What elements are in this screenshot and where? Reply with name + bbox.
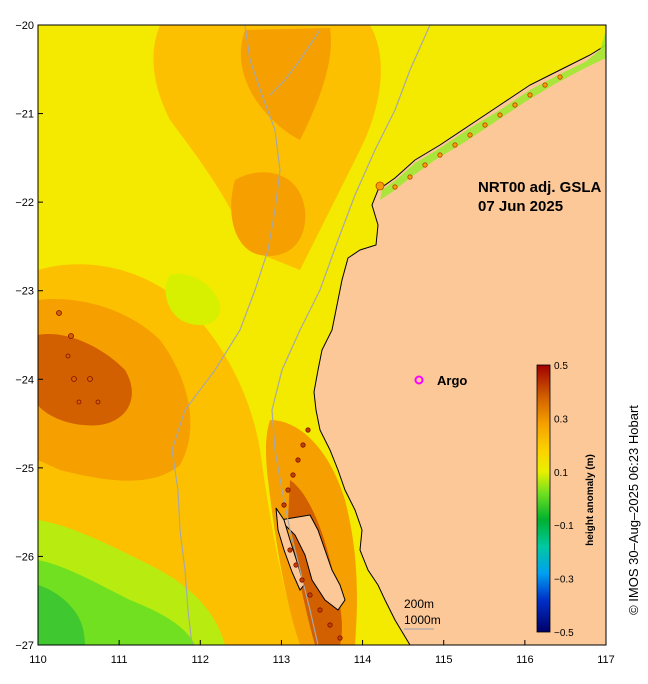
- sla-band-north: [153, 25, 381, 270]
- argo-marker-icon: [414, 375, 424, 385]
- y-tick-label: −22: [15, 197, 34, 209]
- map-title-line1: NRT00 adj. GSLA: [478, 179, 602, 196]
- plot-area: [38, 25, 606, 645]
- x-tick-label: 115: [435, 654, 453, 666]
- x-tick-label: 116: [516, 654, 534, 666]
- colorbar-tick-label: 0.1: [554, 468, 568, 479]
- colorbar-tick-label: 0.5: [554, 361, 568, 372]
- sla-band-southwest-deep: [38, 585, 85, 645]
- x-tick-label: 110: [29, 654, 47, 666]
- y-tick-label: −20: [15, 20, 34, 32]
- y-tick-label: −25: [15, 463, 34, 475]
- track-dots-south: [281, 427, 343, 641]
- colorbar: 0.5 0.3 0.1 −0.1 −0.3 −0.5 height anomaly (m): [536, 361, 596, 639]
- shelf-strip: [380, 30, 606, 200]
- y-tick-label: −26: [15, 551, 34, 563]
- y-tick-label: −27: [15, 640, 34, 652]
- colorbar-tick-label: −0.5: [554, 628, 574, 639]
- isobath-1000m: [171, 25, 281, 645]
- x-tick-label: 112: [192, 654, 210, 666]
- colorbar-tick-label: −0.1: [554, 521, 574, 532]
- sla-band-mid-core: [231, 172, 306, 256]
- sla-band-west-peak: [38, 334, 132, 426]
- track-dots: [375, 74, 563, 191]
- credit-text: © IMOS 30–Aug–2025 06:23 Hobart: [626, 405, 641, 615]
- colorbar-tick-label: 0.3: [554, 414, 568, 425]
- x-tick-label: 113: [273, 654, 291, 666]
- colorbar-tick-label: −0.3: [554, 575, 574, 586]
- shark-bay-peninsula: [278, 514, 346, 611]
- sla-band-green-lobe: [165, 274, 221, 326]
- float-dots-west: [56, 310, 101, 405]
- plot-frame: [37, 24, 607, 646]
- colorbar-gradient: [536, 364, 551, 633]
- y-tick-label: −21: [15, 109, 34, 121]
- x-tick-label: 114: [354, 654, 372, 666]
- sla-band-north-core: [240, 28, 331, 140]
- y-tick-label: −24: [15, 374, 34, 386]
- colorbar-label: height anomaly (m): [585, 454, 596, 546]
- isobath-200m: [271, 25, 431, 645]
- x-tick-label: 117: [597, 654, 615, 666]
- map-title-line2: 07 Jun 2025: [478, 198, 563, 215]
- isobath-label-200: 200m: [404, 597, 434, 611]
- y-tick-label: −23: [15, 286, 34, 298]
- argo-legend-label: Argo: [437, 373, 467, 388]
- y-axis: −20 −21 −22 −23 −24 −25 −26 −27: [15, 20, 43, 652]
- x-axis: 110 111 112 113 114 115 116 117: [29, 640, 615, 666]
- isobath-1000m-west: [269, 29, 321, 96]
- isobath-label-1000: 1000m: [404, 613, 441, 627]
- x-tick-label: 111: [111, 654, 128, 666]
